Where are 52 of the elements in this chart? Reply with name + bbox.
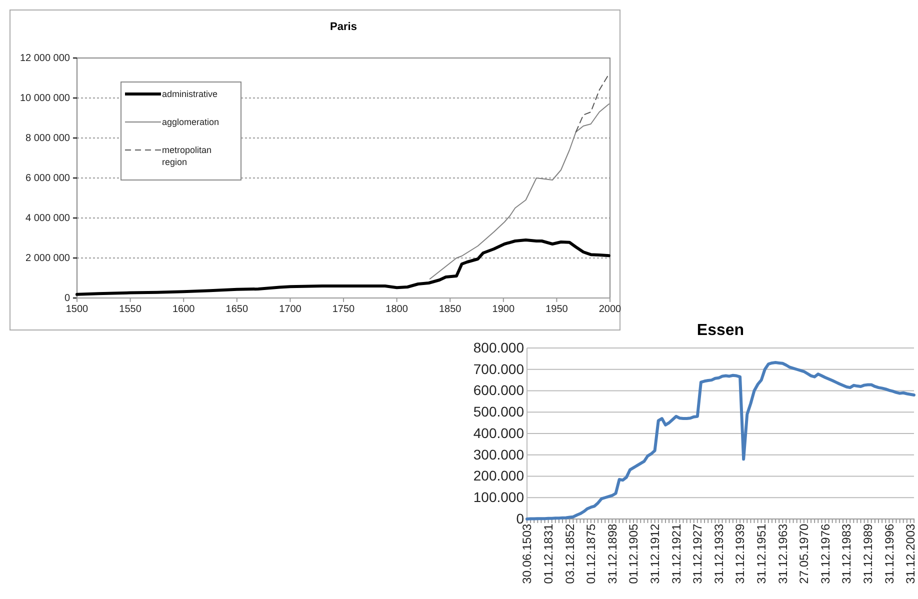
x-tick-label: 1700 [279,304,302,316]
y-tick-label: 100.000 [473,489,524,506]
x-tick-label: 31.12.1983 [840,523,854,584]
legend-label: metropolitan region [162,145,212,167]
x-tick-label: 2000 [598,304,622,316]
y-tick-label: 12 000 000 [20,53,70,64]
x-tick-label: 1550 [119,304,142,316]
x-tick-label: 31.12.2003 [904,523,918,584]
x-tick-label: 1900 [492,304,515,316]
y-tick-label: 500.000 [473,404,524,420]
x-tick-label: 31.12.1996 [882,523,896,584]
chart-title: Essen [696,322,744,339]
x-tick-label: 31.12.1912 [648,523,662,584]
x-tick-label: 27.05.1970 [797,523,812,584]
y-tick-label: 200.000 [473,468,524,484]
y-tick-label: 4 000 000 [26,213,70,224]
x-tick-label: 1650 [226,304,248,316]
x-tick-label: 31.12.1989 [861,523,876,584]
x-tick-label: 31.12.1951 [754,523,769,584]
line-series [76,238,610,296]
x-tick-label: 31.12.1898 [605,523,620,584]
y-tick-label: 800.000 [473,339,524,356]
x-tick-label: 31.12.1921 [669,523,684,584]
x-tick-label: 1500 [66,304,89,316]
y-tick-label: 700.000 [473,360,524,377]
x-tick-label: 01.12.1831 [542,523,556,584]
x-tick-label: 31.12.1927 [690,523,705,584]
x-tick-label: 1600 [172,304,196,316]
y-tick-label: 10 000 000 [20,93,70,104]
x-tick-label: 31.12.1933 [712,523,726,584]
y-tick-label: 300.000 [473,446,524,462]
x-tick-label: 1950 [546,304,568,316]
x-tick-label: 1750 [332,304,356,316]
chart-title: Paris [330,21,357,33]
x-tick-label: 03.12.1852 [562,523,577,584]
x-tick-label: 01.12.1875 [584,523,598,584]
y-tick-label: 8 000 000 [26,133,70,144]
x-tick-label: 1850 [438,304,462,316]
y-tick-label: 600.000 [473,382,524,398]
line-series [575,74,610,132]
x-tick-label: 01.12.1905 [626,523,641,584]
y-tick-label: 2 000 000 [26,253,70,264]
x-tick-label: 31.12.1963 [776,523,790,584]
x-tick-label: 1800 [386,304,408,316]
line-series [526,361,916,520]
legend-label: administrative [162,89,218,99]
x-tick-label: 31.12.1939 [733,523,748,584]
legend-label: agglomeration [162,117,220,127]
x-tick-label: 31.12.1976 [818,523,832,584]
y-tick-label: 0 [64,293,70,304]
y-tick-label: 400.000 [473,424,524,441]
y-tick-label: 6 000 000 [26,173,70,184]
